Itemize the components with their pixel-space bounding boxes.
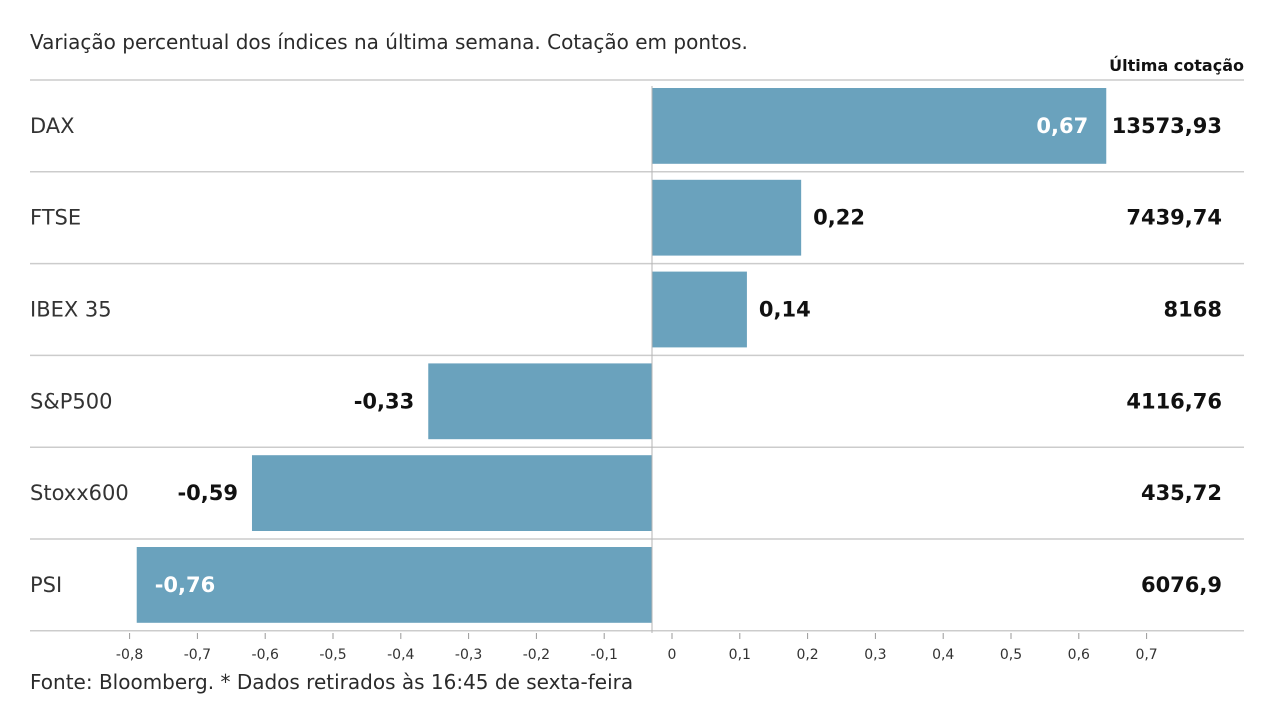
value-label: 0,14 — [759, 298, 811, 322]
bar — [652, 88, 1107, 164]
last-quote-values: 13573,93 7439,74 8168 4116,76 435,72 6076,9 — [1112, 114, 1222, 597]
category-label: PSI — [30, 573, 62, 597]
x-tick-label: 0,2 — [796, 647, 818, 663]
last-quote-value: 4116,76 — [1126, 389, 1222, 413]
x-tick-label: 0,5 — [1000, 647, 1022, 663]
last-quote-value: 7439,74 — [1126, 206, 1222, 230]
x-tick-label: -0,2 — [523, 647, 550, 663]
source-footer: Fonte: Bloomberg. * Dados retirados às 1… — [30, 670, 634, 694]
x-tick-label: -0,1 — [591, 647, 618, 663]
x-tick-label: -0,6 — [252, 647, 279, 663]
bar — [251, 455, 653, 531]
category-labels: DAX FTSE IBEX 35 S&P500 Stoxx600 PSI — [30, 114, 129, 597]
last-quote-value: 435,72 — [1141, 481, 1222, 505]
x-tick-label: -0,3 — [455, 647, 482, 663]
bar — [136, 547, 653, 623]
x-tick-label: -0,4 — [387, 647, 414, 663]
x-tick-label: -0,8 — [116, 647, 143, 663]
value-label: -0,33 — [354, 389, 415, 413]
x-tick-label: 0,1 — [729, 647, 751, 663]
x-tick-label: 0 — [668, 647, 677, 663]
x-tick-label: -0,7 — [184, 647, 211, 663]
category-label: Stoxx600 — [30, 481, 129, 505]
x-axis: -0,8 -0,7 -0,6 -0,5 -0,4 -0,3 -0,2 -0,1 0 0,1 0,2 0… — [116, 633, 1158, 663]
bars — [136, 88, 1107, 623]
category-label: IBEX 35 — [30, 298, 112, 322]
row-separators — [30, 79, 1244, 632]
value-label: -0,76 — [155, 573, 216, 597]
category-label: DAX — [30, 114, 75, 138]
x-tick-label: -0,5 — [319, 647, 346, 663]
last-quote-column-header: Última cotação — [1109, 56, 1244, 75]
x-tick-label: 0,3 — [864, 647, 886, 663]
last-quote-value: 8168 — [1164, 298, 1222, 322]
bar — [652, 271, 747, 348]
value-label: 0,67 — [1036, 114, 1088, 138]
category-label: S&P500 — [30, 389, 112, 413]
x-tick-label: 0,7 — [1135, 647, 1157, 663]
value-label: 0,22 — [813, 206, 865, 230]
value-label: -0,59 — [177, 481, 238, 505]
x-tick-label: 0,4 — [932, 647, 954, 663]
last-quote-value: 6076,9 — [1141, 573, 1222, 597]
category-label: FTSE — [30, 206, 81, 230]
last-quote-value: 13573,93 — [1112, 114, 1222, 138]
chart-subtitle: Variação percentual dos índices na últim… — [30, 30, 748, 54]
bar — [652, 179, 802, 256]
value-labels: 0,67 0,22 0,14 -0,33 -0,59 -0,76 — [155, 114, 1089, 597]
x-tick-label: 0,6 — [1068, 647, 1090, 663]
bar — [428, 363, 652, 440]
